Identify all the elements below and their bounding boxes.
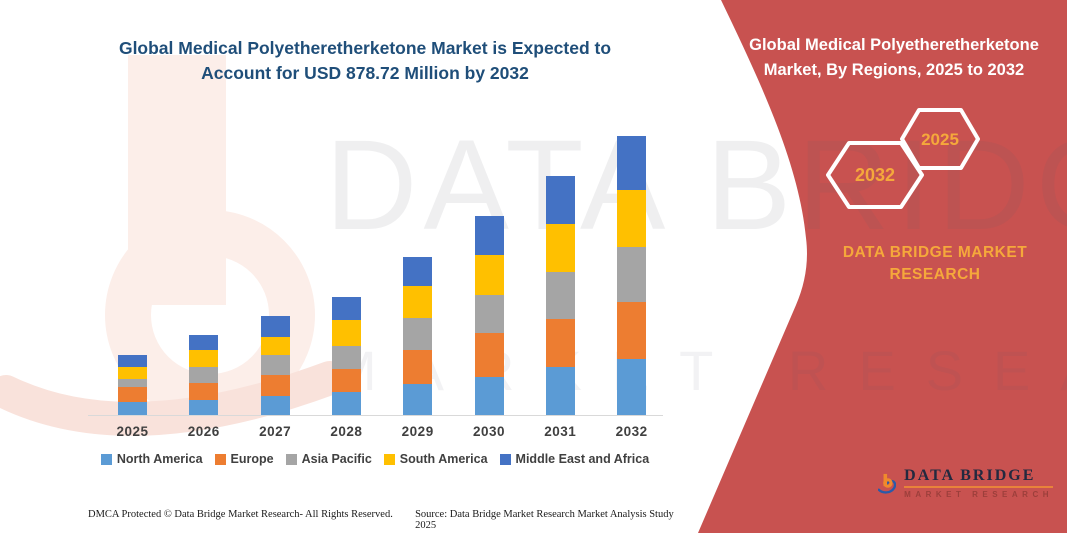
brand-caption: DATA BRIDGE MARKET RESEARCH — [813, 242, 1057, 286]
legend-item: Middle East and Africa — [499, 452, 650, 466]
logo-mark-icon — [878, 473, 897, 494]
legend-swatch-icon — [383, 453, 395, 465]
bar-segment — [474, 255, 504, 296]
bar-segment — [260, 355, 290, 376]
bar-segment — [118, 366, 147, 379]
chart-legend: North America Europe Asia Pacific South Ame… — [75, 452, 675, 466]
bar-segment — [617, 135, 647, 190]
bar-segment — [331, 391, 361, 415]
bar-segment — [617, 301, 647, 360]
legend-label: Asia Pacific — [301, 452, 372, 466]
stacked-bar-2030 — [474, 215, 504, 415]
stacked-bar-2028 — [331, 296, 361, 415]
hexagon-2025: 2025 — [900, 108, 980, 170]
x-axis-line — [88, 415, 663, 416]
bar-segment — [403, 286, 433, 319]
bar-segment — [189, 383, 219, 401]
bar-segment — [617, 246, 647, 302]
legend-label: South America — [399, 452, 488, 466]
x-axis-label: 2029 — [401, 424, 434, 439]
legend-item: Asia Pacific — [285, 452, 372, 466]
x-axis-label: 2032 — [615, 424, 648, 439]
legend-swatch-icon — [285, 453, 297, 465]
stacked-bar-2032 — [617, 135, 647, 415]
bar-segment — [260, 336, 290, 356]
bar-segment — [189, 400, 219, 415]
legend-label: Middle East and Africa — [515, 452, 650, 466]
bar-segment — [403, 349, 433, 385]
right-heading-line1: Global Medical Polyetheretherketone — [749, 36, 1039, 54]
bar-segment — [403, 384, 433, 415]
bar-segment — [331, 296, 361, 321]
legend-label: North America — [116, 452, 203, 466]
x-axis-label: 2031 — [544, 424, 577, 439]
legend-swatch-icon — [499, 453, 511, 465]
bar-segment — [331, 345, 361, 369]
bar-segment — [260, 375, 290, 396]
bar-segment — [545, 367, 575, 415]
bar-segment — [403, 318, 433, 350]
logo-sub-text: MARKET RESEARCH — [904, 490, 1053, 499]
legend-item: North America — [100, 452, 203, 466]
chart-title-line2: Account for USD 878.72 Million by 2032 — [201, 63, 529, 83]
svg-text:2032: 2032 — [855, 165, 895, 185]
year-hexagon-badges: 2032 2025 — [826, 108, 980, 209]
bar-segment — [474, 333, 504, 377]
plot-area — [88, 130, 663, 415]
legend-item: Europe — [214, 452, 274, 466]
brand-caption-line1: DATA BRIDGE MARKET — [842, 244, 1028, 261]
logo-brand-text: DATA BRIDGE — [904, 467, 1036, 484]
x-axis-labels: 2025 2026 2027 2028 2029 2030 2031 2032 — [88, 424, 663, 442]
bar-segment — [118, 386, 147, 402]
stacked-bar-2029 — [403, 257, 433, 415]
right-panel-heading: Global Medical Polyetheretherketone Mark… — [733, 33, 1055, 83]
chart-title: Global Medical Polyetheretherketone Mark… — [95, 36, 635, 86]
bar-segment — [403, 257, 433, 287]
stacked-bar-2025 — [118, 355, 147, 415]
company-logo: DATA BRIDGE MARKET RESEARCH — [878, 458, 1053, 508]
bar-segment — [118, 355, 147, 367]
bar-segment — [189, 366, 219, 384]
x-axis-label: 2025 — [116, 424, 149, 439]
bar-segment — [545, 318, 575, 368]
bar-segment — [617, 359, 647, 415]
legend-swatch-icon — [214, 453, 226, 465]
right-heading-line2: Market, By Regions, 2025 to 2032 — [763, 61, 1025, 79]
bar-segment — [260, 316, 290, 337]
bar-segment — [474, 215, 504, 256]
bar-segment — [617, 189, 647, 247]
legend-item: South America — [383, 452, 488, 466]
legend-label: Europe — [230, 452, 274, 466]
stacked-bar-2026 — [189, 334, 219, 415]
bar-segment — [118, 378, 147, 387]
bar-segment — [118, 401, 147, 415]
x-axis-label: 2027 — [259, 424, 292, 439]
x-axis-label: 2028 — [330, 424, 363, 439]
brand-caption-line2: RESEARCH — [889, 266, 981, 283]
bar-segment — [474, 376, 504, 415]
legend-swatch-icon — [100, 453, 112, 465]
bar-segment — [189, 349, 219, 367]
bar-segment — [545, 272, 575, 319]
bar-segment — [545, 223, 575, 273]
x-axis-label: 2030 — [472, 424, 506, 439]
bar-segment — [331, 368, 361, 392]
logo-divider — [904, 486, 1053, 488]
chart-title-line1: Global Medical Polyetheretherketone Mark… — [118, 38, 612, 58]
footer: DMCA Protected © Data Bridge Market Rese… — [88, 509, 688, 531]
bar-segment — [545, 175, 575, 224]
stacked-bar-2031 — [545, 175, 575, 415]
stacked-bar-2027 — [260, 316, 290, 415]
bar-segment — [260, 395, 290, 415]
dmca-notice: DMCA Protected © Data Bridge Market Rese… — [88, 509, 393, 520]
hexagon-2032: 2032 — [826, 141, 924, 209]
source-note: Source: Data Bridge Market Research Mark… — [415, 509, 674, 531]
bar-segment — [189, 334, 219, 350]
bar-segment — [474, 295, 504, 334]
bar-segment — [331, 320, 361, 346]
x-axis-label: 2026 — [187, 424, 220, 439]
svg-text:2025: 2025 — [921, 130, 959, 149]
